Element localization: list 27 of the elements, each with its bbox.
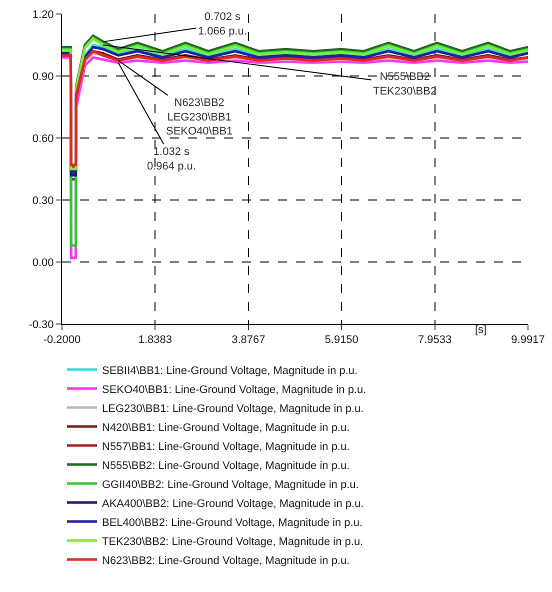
y-tick-label: 0.90 <box>32 70 54 83</box>
annotation: N623\BB2 LEG230\BB1 SEKO40\BB1 <box>166 97 233 138</box>
legend-label: TEK230\BB2: Line-Ground Voltage, Magnitude in p.u. <box>102 536 364 548</box>
y-tick-label: 0.60 <box>32 132 54 145</box>
legend-label: BEL400\BB2: Line-Ground Voltage, Magnitude in p.u. <box>102 516 363 529</box>
x-tick-label: 9.9917 <box>511 334 545 346</box>
x-tick-label: 7.9533 <box>418 334 452 346</box>
y-tick-label: -0.30 <box>28 318 54 331</box>
legend-label: N557\BB1: Line-Ground Voltage, Magnitude in p.u. <box>102 440 350 453</box>
legend-label: SEKO40\BB1: Line-Ground Voltage, Magnitude in p.u. <box>102 384 366 396</box>
y-tick-label: 1.20 <box>32 8 54 21</box>
legend-label: GGII40\BB2: Line-Ground Voltage, Magnitude in p.u. <box>102 478 359 491</box>
legend-label: N555\BB2: Line-Ground Voltage, Magnitude in p.u. <box>102 460 350 472</box>
y-tick-label: 0.30 <box>32 194 54 207</box>
y-tick-label: 0.00 <box>32 256 54 269</box>
legend-label: N420\BB1: Line-Ground Voltage, Magnitude in p.u. <box>102 422 350 434</box>
x-tick-label: 3.8767 <box>232 334 266 346</box>
x-tick-label: -0.2000 <box>43 334 81 346</box>
x-axis-title: [s] <box>475 324 487 336</box>
legend-label: N623\BB2: Line-Ground Voltage, Magnitude in p.u. <box>102 554 350 567</box>
legend-label: AKA400\BB2: Line-Ground Voltage, Magnitude in p.u. <box>102 498 364 510</box>
legend-label: LEG230\BB1: Line-Ground Voltage, Magnitude in p.u. <box>102 402 364 415</box>
annotation: 0.702 s 1.066 p.u. <box>198 11 247 38</box>
annotation: 1.032 s 0.964 p.u. <box>147 146 196 172</box>
x-tick-label: 5.9150 <box>324 334 358 346</box>
x-tick-label: 1.8383 <box>138 334 172 346</box>
legend-label: SEBII4\BB1: Line-Ground Voltage, Magnitude in p.u. <box>102 364 358 377</box>
